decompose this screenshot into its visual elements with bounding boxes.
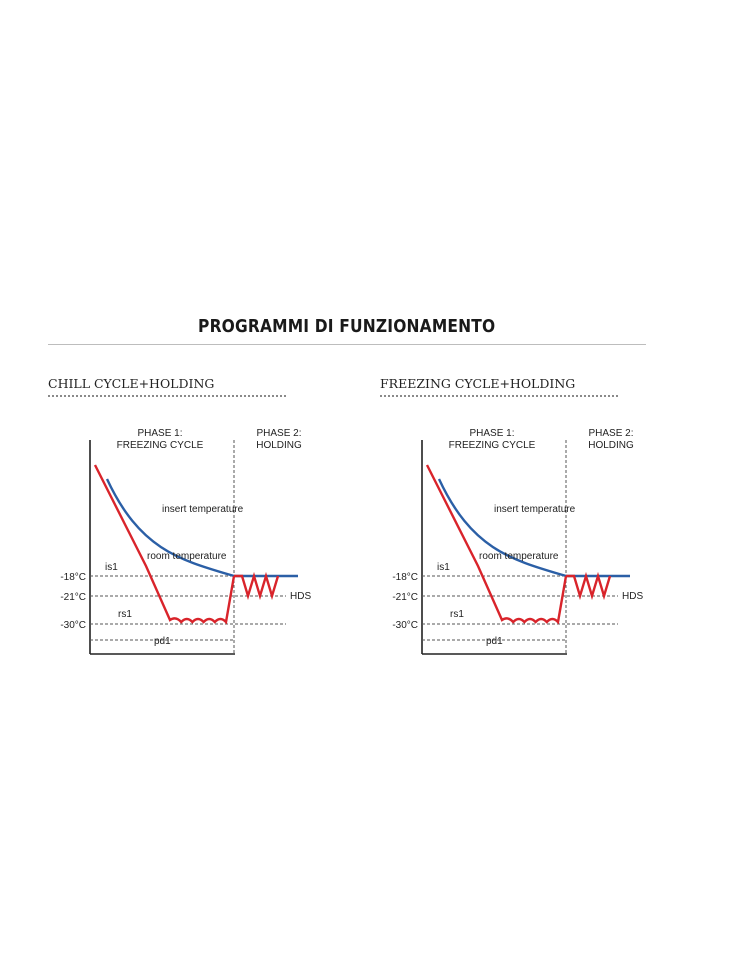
insert-temperature-label: insert temperature	[162, 504, 244, 515]
room-temperature-curve	[425, 464, 568, 625]
insert-temperature-curve	[105, 478, 298, 578]
diagram-title-underline	[380, 395, 618, 397]
phase2-label: PHASE 2:	[256, 428, 301, 439]
tick-label-minus18: -18°C	[60, 572, 86, 583]
diagram-title-chill-holding: CHILL CYCLE+HOLDING	[48, 376, 215, 391]
insert-temperature-label: insert temperature	[494, 504, 576, 515]
diagram-title-underline	[48, 395, 286, 397]
pd1-label: pd1	[486, 636, 503, 647]
tick-label-minus21: -21°C	[392, 592, 418, 603]
rs1-label: rs1	[450, 609, 464, 620]
tick-label-minus30: -30°C	[392, 620, 418, 631]
temperature-diagram-chill-holding: PHASE 1:FREEZING CYCLE PHASE 2:HOLDING ins…	[60, 428, 311, 655]
tick-label-minus18: -18°C	[392, 572, 418, 583]
holding-oscillation-curve	[566, 571, 612, 601]
tick-label-minus30: -30°C	[60, 620, 86, 631]
temperature-diagram-freezing-holding: PHASE 1:FREEZING CYCLE PHASE 2:HOLDING ins…	[392, 428, 643, 655]
page-title: PROGRAMMI DI FUNZIONAMENTO	[198, 316, 496, 337]
diagram-title-freezing-holding: FREEZING CYCLE+HOLDING	[380, 376, 576, 391]
hds-label: HDS	[290, 591, 311, 602]
pd1-label: pd1	[154, 636, 171, 647]
phase2-label: PHASE 2:	[588, 428, 633, 439]
hds-label: HDS	[622, 591, 643, 602]
is1-label: is1	[437, 562, 450, 573]
tick-label-minus21: -21°C	[60, 592, 86, 603]
phase2-sublabel: HOLDING	[256, 440, 302, 451]
rs1-label: rs1	[118, 609, 132, 620]
holding-oscillation-curve	[234, 571, 280, 601]
insert-temperature-curve	[437, 478, 630, 578]
title-divider	[48, 344, 646, 345]
room-temperature-curve	[93, 464, 236, 625]
room-temperature-label: room temperature	[479, 551, 559, 562]
phase2-sublabel: HOLDING	[588, 440, 634, 451]
phase1-sublabel: FREEZING CYCLE	[117, 440, 204, 451]
is1-label: is1	[105, 562, 118, 573]
phase1-label: PHASE 1:	[137, 428, 182, 439]
phase1-label: PHASE 1:	[469, 428, 514, 439]
phase1-sublabel: FREEZING CYCLE	[449, 440, 536, 451]
room-temperature-label: room temperature	[147, 551, 227, 562]
